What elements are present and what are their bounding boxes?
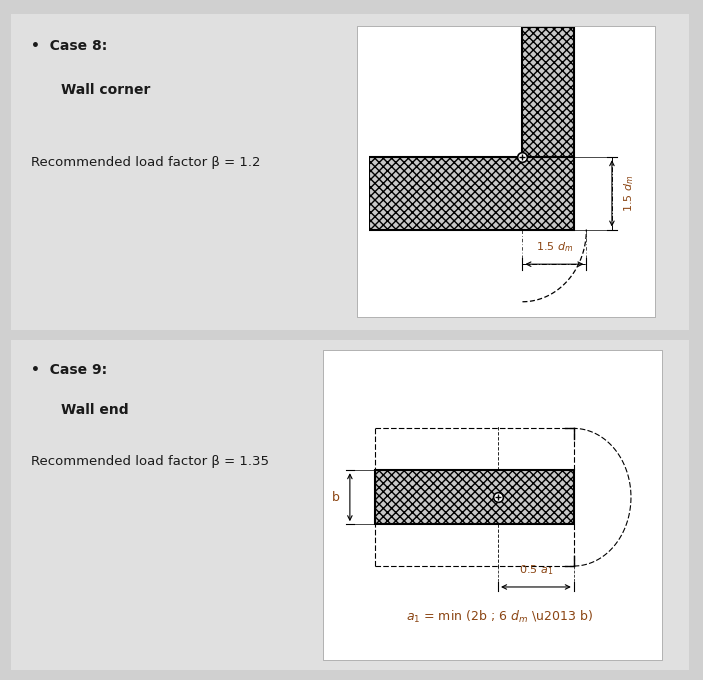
FancyBboxPatch shape: [0, 7, 702, 336]
Bar: [375, 471, 574, 524]
Text: •  Case 8:: • Case 8:: [31, 39, 107, 53]
Text: Wall corner: Wall corner: [61, 83, 151, 97]
Text: 0.5 $a_1$: 0.5 $a_1$: [519, 563, 553, 577]
Text: b: b: [333, 491, 340, 504]
Bar: [323, 350, 662, 660]
Bar: [522, 27, 574, 157]
Text: Recommended load factor β = 1.35: Recommended load factor β = 1.35: [31, 456, 269, 469]
Text: •  Case 9:: • Case 9:: [31, 363, 107, 377]
FancyBboxPatch shape: [0, 333, 702, 677]
Text: $a_1$ = min (2b ; 6 $d_m$ \u2013 b): $a_1$ = min (2b ; 6 $d_m$ \u2013 b): [406, 609, 593, 625]
Text: Recommended load factor β = 1.2: Recommended load factor β = 1.2: [31, 156, 260, 169]
Text: 1.5 $d_m$: 1.5 $d_m$: [622, 175, 636, 212]
Bar: [369, 157, 574, 230]
Text: Wall end: Wall end: [61, 403, 129, 417]
Text: 1.5 $d_m$: 1.5 $d_m$: [536, 240, 573, 254]
Bar: [356, 27, 655, 317]
